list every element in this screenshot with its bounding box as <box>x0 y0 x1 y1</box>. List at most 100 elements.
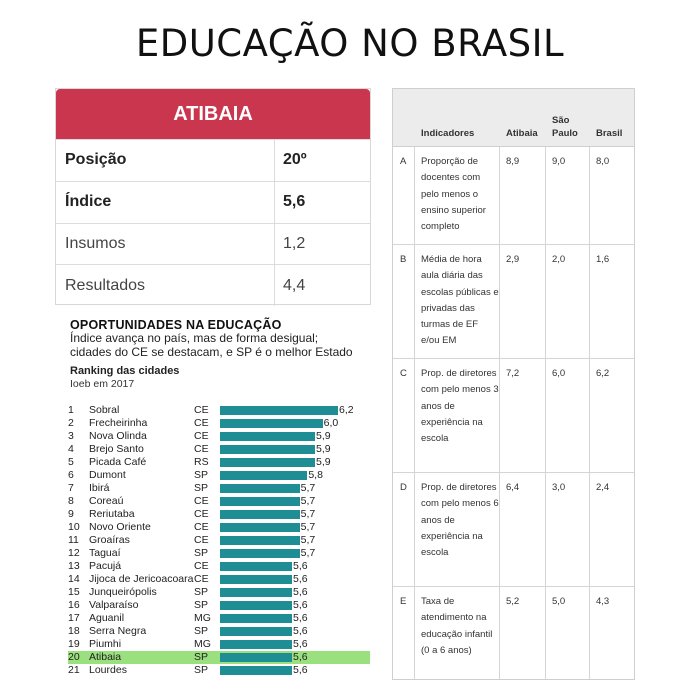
ranking-city: Jijoca de Jericoacoara <box>89 573 194 585</box>
indicator-letter: C <box>393 359 415 472</box>
indicator-atibaia: 2,9 <box>500 245 546 358</box>
indicator-brasil: 2,4 <box>596 482 610 493</box>
ranking-value: 5,6 <box>293 625 308 637</box>
ranking-state: MG <box>194 612 211 624</box>
ranking-bar <box>220 510 300 519</box>
page-title: EDUCAÇÃO NO BRASIL <box>135 22 565 65</box>
ranking-value: 5,7 <box>300 534 316 546</box>
ranking-position: 11 <box>68 534 79 546</box>
ranking-bar <box>220 406 338 415</box>
ranking-value: 5,6 <box>293 651 308 663</box>
indicator-row: B Média de hora aula diária das escolas p… <box>393 245 634 359</box>
ranking-bar <box>220 588 292 597</box>
ranking-position: 19 <box>68 638 80 650</box>
ranking-position: 21 <box>68 664 80 676</box>
ranking-value: 5,7 <box>300 508 316 520</box>
ranking-city: Aguanil <box>89 612 125 624</box>
ranking-value: 6,2 <box>339 404 354 416</box>
indicator-text: Prop. de diretores com pelo menos 6 anos… <box>415 473 500 586</box>
header-indicadores: Indicadores <box>421 128 475 139</box>
ranking-value: 5,9 <box>316 443 331 455</box>
ranking-bar <box>220 601 292 610</box>
indicators-header: Indicadores Atibaia São Paulo Brasil <box>393 89 634 147</box>
ranking-row: 10 Novo Oriente CE 5,7 <box>68 521 370 534</box>
indicator-letter: B <box>393 245 415 358</box>
ranking-position: 12 <box>68 547 80 559</box>
ranking-row: 18 Serra Negra SP 5,6 <box>68 625 370 638</box>
ranking-position: 17 <box>68 612 80 624</box>
ranking-city: Groaíras <box>89 534 130 546</box>
ranking-city: Valparaíso <box>89 599 139 611</box>
card-row-resultados: Resultados 4,4 <box>56 264 370 306</box>
ranking-row: 13 Pacujá CE 5,6 <box>68 560 370 573</box>
ranking-row: 12 Taguaí SP 5,7 <box>68 547 370 560</box>
ranking-city: Taguaí <box>89 547 121 559</box>
ranking-position: 6 <box>68 469 74 481</box>
indicator-sao-paulo: 9,0 <box>546 147 590 244</box>
ranking-value: 5,9 <box>316 456 331 468</box>
indicator-text: Proporção de docentes com pelo menos o e… <box>415 147 500 244</box>
ranking-city: Dumont <box>89 469 126 481</box>
ranking-position: 15 <box>68 586 80 598</box>
ranking-city: Atibaia <box>89 651 122 663</box>
indicator-atibaia: 5,2 <box>500 587 546 679</box>
ranking-position: 7 <box>68 482 74 494</box>
ranking-city: Sobral <box>89 404 120 416</box>
ranking-position: 14 <box>68 573 80 585</box>
ranking-row: 21 Lourdes SP 5,6 <box>68 664 370 677</box>
indicator-row: A Proporção de docentes com pelo menos o … <box>393 147 634 245</box>
ranking-state: SP <box>194 586 209 598</box>
ranking-value: 5,7 <box>300 521 316 533</box>
ranking-position: 2 <box>68 417 74 429</box>
ranking-bar <box>220 497 300 506</box>
ranking-bar <box>220 458 315 467</box>
ranking-state: CE <box>194 495 209 507</box>
ranking-state: SP <box>194 469 209 481</box>
indicator-row: C Prop. de diretores com pelo menos 3 ano… <box>393 359 634 473</box>
ranking-value: 6,0 <box>323 417 339 429</box>
ranking-value: 5,8 <box>308 469 323 481</box>
indicators-table: Indicadores Atibaia São Paulo Brasil A Pr… <box>392 88 635 680</box>
ranking-city: Pacujá <box>89 560 122 572</box>
ranking-row: 16 Valparaíso SP 5,6 <box>68 599 370 612</box>
ranking-position: 18 <box>68 625 80 637</box>
ranking-value: 5,6 <box>293 664 308 676</box>
ranking-list: 1 Sobral CE 6,2 2 Frecheirinha CE 6,0 3 Nova Olin… <box>68 404 370 677</box>
indicator-sao-paulo: 2,0 <box>546 245 590 358</box>
card-value: 1,2 <box>283 234 306 252</box>
ranking-city: Picada Café <box>89 456 147 468</box>
ranking-city: Junqueirópolis <box>89 586 157 598</box>
card-label: Insumos <box>56 223 275 265</box>
ranking-position: 5 <box>68 456 74 468</box>
ranking-city: Coreaú <box>89 495 124 507</box>
ranking-row: 14 Jijoca de Jericoacoara CE 5,6 <box>68 573 370 586</box>
indicator-brasil: 8,0 <box>596 156 610 167</box>
ranking-title: OPORTUNIDADES NA EDUCAÇÃO <box>70 318 282 332</box>
ranking-state: CE <box>194 560 209 572</box>
ranking-state: CE <box>194 443 209 455</box>
ranking-row: 1 Sobral CE 6,2 <box>68 404 370 417</box>
ranking-position: 20 <box>68 651 80 663</box>
ranking-value: 5,7 <box>300 547 316 559</box>
atibaia-card: ATIBAIA Posição 20º Índice 5,6 Insumos 1… <box>55 88 371 306</box>
indicator-sao-paulo: 5,0 <box>546 587 590 679</box>
ranking-bar <box>220 484 300 493</box>
ranking-row: 20 Atibaia SP 5,6 <box>68 651 370 664</box>
header-atibaia: Atibaia <box>506 128 538 139</box>
ranking-bar <box>220 614 292 623</box>
ranking-position: 10 <box>68 521 80 533</box>
indicator-sao-paulo: 3,0 <box>546 473 590 586</box>
header-brasil: Brasil <box>596 128 623 139</box>
ranking-value: 5,6 <box>293 586 308 598</box>
ranking-value: 5,6 <box>293 573 308 585</box>
indicators-body: A Proporção de docentes com pelo menos o … <box>393 147 634 679</box>
ranking-state: SP <box>194 625 209 637</box>
ranking-state: MG <box>194 638 211 650</box>
ranking-row: 2 Frecheirinha CE 6,0 <box>68 417 370 430</box>
card-label: Posição <box>56 140 275 181</box>
ranking-city: Frecheirinha <box>89 417 148 429</box>
ranking-value: 5,6 <box>293 612 308 624</box>
ranking-state: CE <box>194 534 209 546</box>
ranking-city: Reriutaba <box>89 508 135 520</box>
ranking-state: SP <box>194 651 209 663</box>
